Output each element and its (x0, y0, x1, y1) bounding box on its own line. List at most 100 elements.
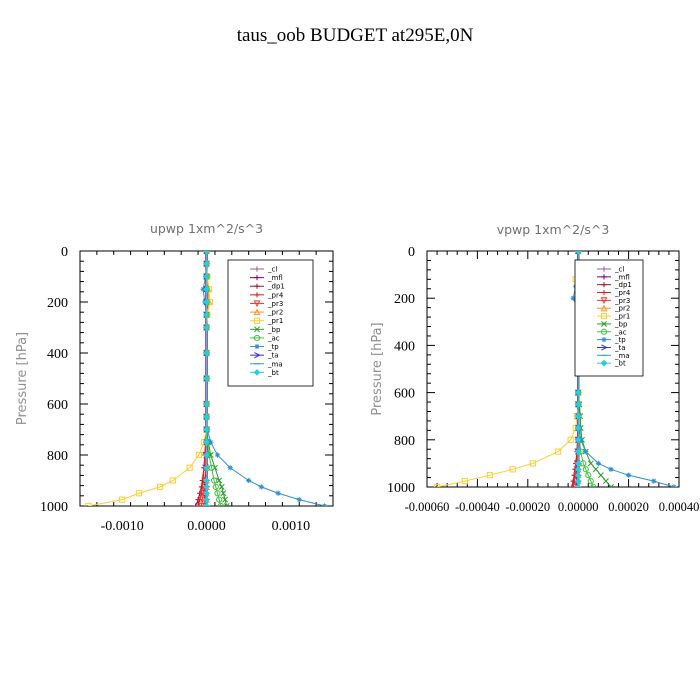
y-tick-label: 400 (394, 339, 415, 354)
data-point-marker (203, 311, 210, 319)
legend-item: _ma (597, 352, 630, 360)
data-point-marker (203, 438, 210, 446)
legend-label: _tp (267, 343, 279, 351)
data-point-marker (203, 285, 210, 293)
legend-label: _pr4 (267, 291, 284, 299)
chart-title: upwp 1xm^2/s^3 (150, 221, 263, 236)
data-point-marker (222, 496, 229, 503)
data-point-marker (574, 424, 582, 432)
legend-label: _pr1 (267, 317, 283, 325)
y-tick-label: 0 (61, 245, 68, 260)
legend-label: _pr3 (267, 300, 283, 308)
page-title: taus_oob BUDGET at295E,0N (237, 25, 474, 46)
legend-item: _tp (597, 336, 626, 344)
legend-item: _bp (597, 320, 628, 328)
legend-item: _mfl (250, 274, 283, 282)
data-point-marker (600, 297, 608, 305)
data-point-marker (253, 300, 261, 308)
data-point-marker (587, 460, 594, 467)
legend-label: _mfl (267, 274, 283, 282)
data-point-marker (254, 343, 260, 350)
x-tick-label: -0.00060 (405, 500, 450, 514)
legend-item: _ac (250, 334, 280, 342)
data-point-marker (601, 274, 607, 280)
data-point-marker (590, 483, 597, 487)
legend-label: _cl (614, 266, 624, 274)
legend-label: _pr2 (267, 309, 283, 317)
legend-item: _ta (250, 352, 279, 360)
data-point-marker (574, 412, 582, 420)
data-point-marker (585, 472, 592, 479)
data-point-marker (569, 484, 575, 487)
data-point-marker (203, 477, 210, 484)
data-point-marker (192, 503, 199, 506)
legend-label: _pr2 (614, 305, 630, 313)
data-point-marker (587, 478, 594, 485)
legend-item: _pr3 (597, 297, 630, 305)
data-point-marker (258, 484, 264, 490)
data-point-marker (254, 352, 261, 359)
legend-label: _dp1 (614, 281, 632, 289)
data-point-marker (567, 436, 574, 443)
data-point-marker (119, 496, 126, 503)
legend-label: _ac (614, 328, 627, 336)
data-point-marker (203, 464, 210, 472)
data-point-marker (574, 251, 582, 255)
chart-panels: upwp 1xm^2/s^3 Pressure [hPa] 0 200 400 600 80… (15, 221, 699, 534)
legend-item: _ta (597, 344, 626, 352)
legend-label: _mfl (614, 273, 630, 281)
y-tick-label: 800 (394, 434, 415, 449)
data-point-marker (595, 460, 601, 466)
legend-label: _bt (267, 369, 279, 377)
legend-box (574, 259, 644, 377)
legend-item: _ma (250, 360, 283, 368)
data-point-marker (216, 477, 223, 484)
x-tick-label: -0.0010 (101, 519, 144, 534)
data-point-marker (218, 483, 225, 490)
data-point-marker (529, 460, 536, 467)
data-point-marker (554, 448, 562, 455)
legend-item: _dp1 (597, 281, 632, 289)
data-point-marker (135, 490, 143, 497)
legend-label: _bp (614, 320, 628, 328)
data-point-marker (626, 472, 632, 478)
data-point-marker (254, 266, 260, 272)
legend-item: _dp1 (250, 283, 285, 291)
legend-item: _pr2 (250, 308, 283, 317)
legend-label: _pr1 (614, 313, 630, 321)
data-point-marker (200, 286, 206, 292)
data-point-marker (203, 489, 210, 497)
legend-item: _pr4 (597, 289, 631, 297)
data-point-marker (223, 503, 230, 506)
data-point-marker (210, 477, 218, 484)
data-point-marker (203, 298, 210, 306)
x-tick-label: -0.00020 (505, 500, 550, 514)
y-tick-label: 600 (47, 398, 68, 413)
data-point-marker (574, 483, 582, 487)
y-tick-label: 200 (394, 292, 415, 307)
legend-item: _pr3 (250, 300, 283, 308)
data-point-marker (208, 439, 214, 445)
data-point-marker (254, 292, 260, 298)
legend-label: _ma (267, 360, 283, 368)
data-point-marker (253, 308, 261, 316)
data-point-marker (203, 400, 210, 408)
data-point-marker (582, 466, 589, 473)
chart-panel-2: vpwp 1xm^2/s^3 Pressure [hPa] 0 200 400 600 80… (370, 222, 699, 514)
series-markers-bt (203, 251, 210, 506)
plot-frame (426, 250, 680, 488)
y-tick-label: 800 (47, 449, 68, 464)
data-point-marker (203, 426, 210, 433)
data-point-marker (203, 451, 210, 459)
data-point-marker (203, 324, 210, 331)
x-tick-label: 0.0010 (272, 519, 311, 534)
legend: _cl_mfl_dp1_pr4_pr3_pr2_pr1_bp_ac_tp_ta_… (227, 259, 314, 387)
legend-label: _ta (267, 352, 279, 360)
data-point-marker (246, 477, 252, 484)
data-point-marker (574, 436, 582, 444)
data-point-marker (203, 413, 210, 421)
data-point-marker (203, 496, 210, 503)
legend-item: _mfl (597, 273, 630, 281)
data-point-marker (601, 266, 607, 272)
